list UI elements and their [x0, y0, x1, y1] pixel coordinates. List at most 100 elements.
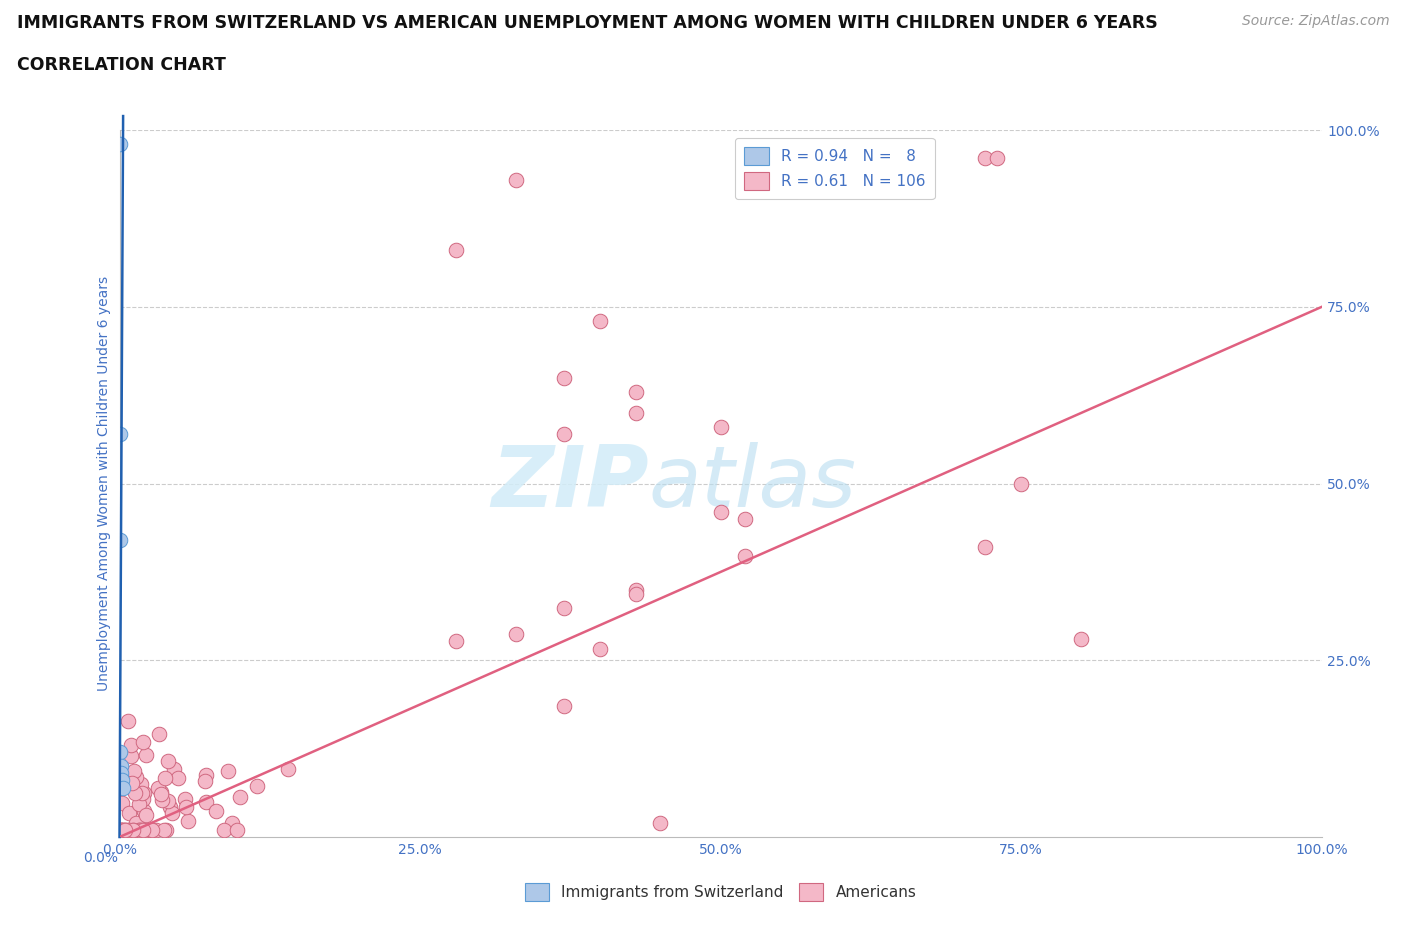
Point	[112, 780, 135, 795]
Point	[135, 822, 157, 837]
Point	[131, 822, 153, 837]
Point	[145, 822, 167, 837]
Point	[108, 427, 131, 442]
Point	[505, 627, 527, 642]
Point	[115, 778, 138, 793]
Point	[125, 822, 148, 837]
Point	[129, 777, 152, 791]
Point	[149, 787, 172, 802]
Point	[128, 797, 150, 812]
Point	[1010, 476, 1032, 491]
Point	[505, 172, 527, 187]
Text: Source: ZipAtlas.com: Source: ZipAtlas.com	[1241, 14, 1389, 28]
Point	[589, 641, 612, 656]
Legend: Immigrants from Switzerland, Americans: Immigrants from Switzerland, Americans	[519, 877, 922, 907]
Point	[131, 822, 153, 837]
Point	[589, 313, 612, 328]
Point	[132, 804, 155, 819]
Point	[553, 427, 575, 442]
Point	[132, 734, 155, 749]
Point	[176, 814, 198, 829]
Point	[111, 822, 134, 837]
Point	[110, 822, 132, 837]
Point	[110, 822, 132, 837]
Point	[108, 137, 131, 152]
Point	[117, 714, 139, 729]
Point	[709, 419, 731, 434]
Point	[157, 794, 180, 809]
Point	[131, 822, 153, 837]
Point	[111, 822, 134, 837]
Point	[553, 601, 575, 616]
Point	[121, 822, 143, 837]
Point	[195, 794, 218, 809]
Point	[163, 762, 186, 777]
Point	[205, 804, 228, 818]
Point	[114, 822, 136, 837]
Point	[136, 822, 159, 837]
Point	[108, 745, 131, 760]
Point	[129, 822, 152, 837]
Point	[118, 822, 141, 837]
Point	[734, 512, 756, 526]
Point	[174, 791, 197, 806]
Point	[195, 767, 218, 782]
Point	[146, 781, 169, 796]
Point	[152, 792, 174, 807]
Point	[131, 785, 153, 800]
Point	[110, 759, 132, 774]
Point	[139, 822, 162, 837]
Text: ZIP: ZIP	[491, 442, 648, 525]
Point	[136, 822, 159, 837]
Point	[134, 822, 156, 837]
Text: atlas: atlas	[648, 442, 856, 525]
Point	[120, 738, 142, 753]
Point	[626, 384, 648, 399]
Point	[974, 151, 997, 166]
Point	[120, 749, 142, 764]
Point	[129, 800, 152, 815]
Point	[121, 822, 143, 837]
Point	[121, 822, 143, 837]
Point	[162, 805, 184, 820]
Point	[125, 770, 148, 785]
Point	[553, 370, 575, 385]
Point	[626, 405, 648, 420]
Point	[277, 762, 299, 777]
Point	[111, 764, 134, 779]
Point	[553, 699, 575, 714]
Point	[114, 822, 136, 837]
Point	[626, 587, 648, 602]
Point	[111, 796, 134, 811]
Point	[226, 822, 249, 837]
Point	[128, 822, 150, 837]
Point	[1070, 631, 1092, 646]
Point	[157, 754, 180, 769]
Point	[217, 764, 239, 778]
Point	[212, 822, 235, 837]
Point	[221, 816, 243, 830]
Point	[194, 774, 217, 789]
Point	[650, 816, 672, 830]
Point	[122, 822, 145, 837]
Point	[444, 633, 467, 648]
Point	[125, 816, 148, 830]
Text: 0.0%: 0.0%	[83, 851, 118, 865]
Point	[108, 533, 131, 548]
Point	[974, 539, 997, 554]
Point	[159, 800, 181, 815]
Point	[125, 822, 148, 837]
Point	[117, 822, 139, 837]
Text: CORRELATION CHART: CORRELATION CHART	[17, 56, 226, 73]
Point	[149, 784, 172, 799]
Y-axis label: Unemployment Among Women with Children Under 6 years: Unemployment Among Women with Children U…	[97, 276, 111, 691]
Point	[114, 822, 136, 837]
Point	[132, 791, 155, 806]
Point	[135, 807, 157, 822]
Point	[167, 770, 190, 785]
Point	[121, 776, 143, 790]
Point	[155, 771, 177, 786]
Point	[626, 582, 648, 597]
Point	[134, 786, 156, 801]
Point	[174, 800, 197, 815]
